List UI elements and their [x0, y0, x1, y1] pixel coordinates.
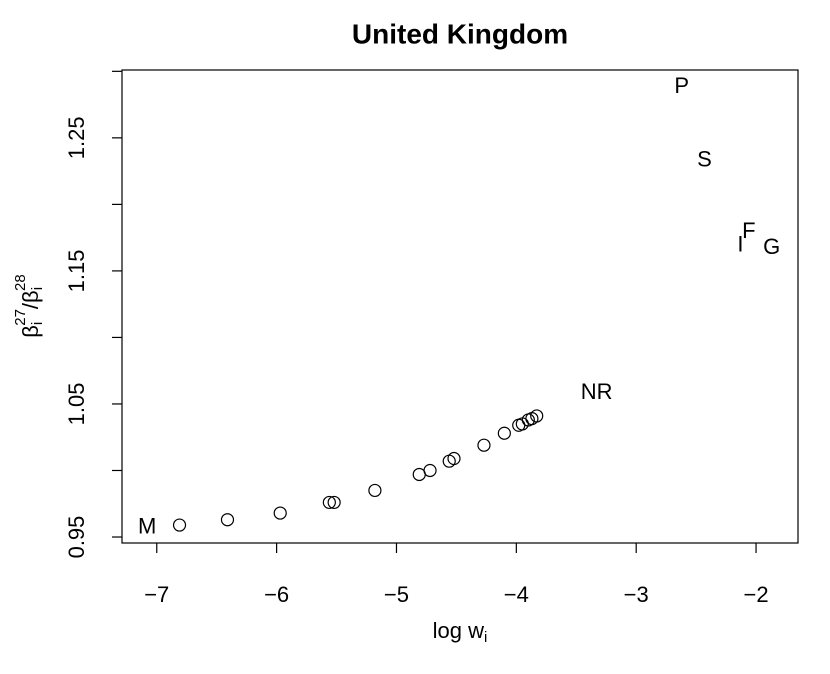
point [497, 426, 511, 440]
y-axis-label-sup: 27 [12, 309, 29, 326]
y-axis-label-text: β [18, 325, 43, 338]
point [322, 495, 336, 510]
x-tick-label: −5 [384, 582, 409, 607]
x-tick-label: −3 [624, 582, 649, 607]
point-label: M [138, 514, 156, 539]
chart-title: United Kingdom [352, 18, 568, 49]
y-axis-label-sup: 28 [12, 274, 29, 291]
y-axis-label-sub: i [29, 322, 46, 325]
point [273, 506, 287, 520]
y-axis-label-sub: i [29, 287, 46, 290]
x-axis-label-sub: i [484, 629, 487, 646]
y-axis-label-text: β [18, 290, 43, 303]
point-label: NR [581, 379, 613, 404]
y-tick-label: 1.15 [64, 249, 89, 292]
point [327, 495, 341, 510]
plot-frame [121, 69, 799, 544]
y-axis-label-text: / [18, 302, 43, 309]
point-label: G [763, 234, 780, 259]
point [172, 518, 187, 532]
x-tick-label: −2 [744, 582, 769, 607]
point [220, 513, 235, 527]
x-tick-label: −6 [264, 582, 289, 607]
point [423, 463, 437, 478]
point [368, 483, 382, 498]
point [530, 409, 544, 423]
x-tick-label: −7 [144, 582, 169, 607]
point-label: I [737, 231, 743, 256]
point-label: F [742, 218, 755, 243]
point-label: P [674, 73, 689, 98]
x-tick-label: −4 [504, 582, 529, 607]
x-axis-label: log wi [433, 618, 488, 646]
x-axis-label-text: log w [433, 618, 484, 643]
point [447, 451, 461, 466]
y-tick-label: 0.95 [64, 516, 89, 559]
point [477, 438, 491, 452]
y-axis-label: βi27​/βi28​ [12, 274, 46, 338]
y-tick-label: 1.05 [64, 383, 89, 426]
point-label: S [697, 146, 712, 171]
y-tick-label: 1.25 [64, 116, 89, 159]
